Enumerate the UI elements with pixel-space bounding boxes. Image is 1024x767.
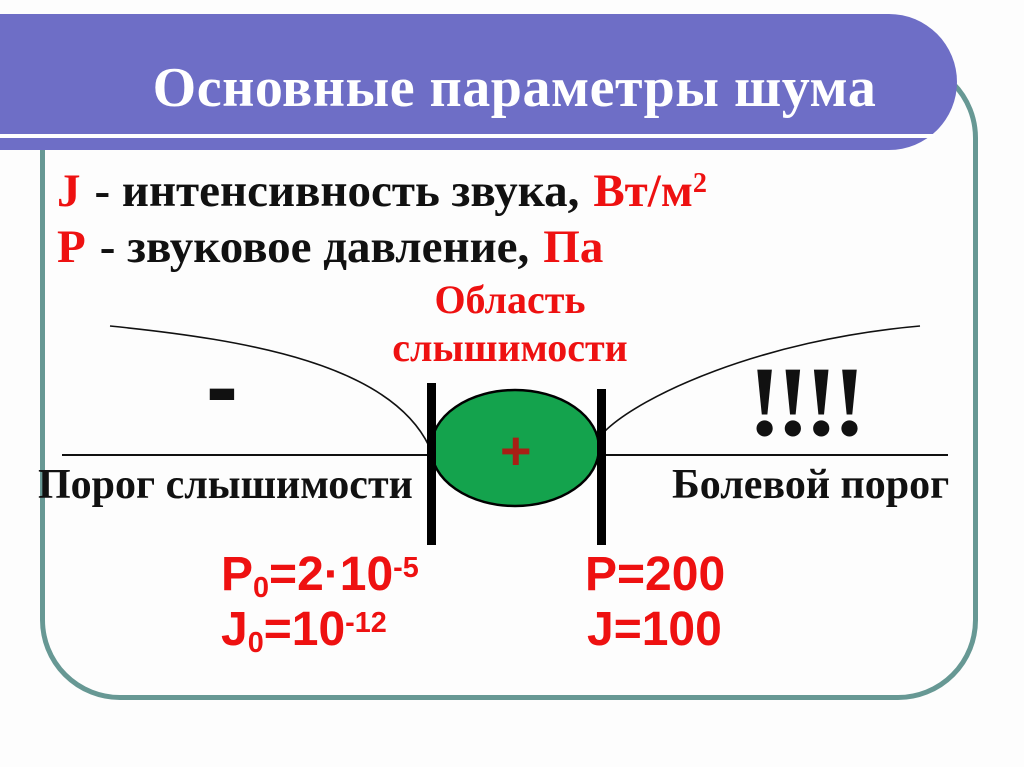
unit-pa: Па (543, 221, 604, 273)
audibility-region-label-line1: Область (434, 277, 586, 322)
unit-wt-m2-exponent: 2 (692, 167, 707, 199)
definition-pressure-text: - звуковое давление, (99, 221, 530, 273)
symbol-p: P (57, 221, 86, 273)
hearing-curve-right (603, 325, 921, 433)
formula-p0: P0=2·10-5 (221, 551, 419, 603)
definition-pressure: P- звуковое давление, Па (57, 224, 603, 271)
formula-j0-subscript: 0 (247, 627, 264, 660)
exclamation-marks: !!!! (748, 346, 866, 457)
definition-intensity: J- интенсивность звука, Вт/м2 (57, 168, 707, 215)
formula-p0-base: P (221, 548, 254, 601)
threshold-bar-right (597, 389, 606, 545)
formula-j-max: J=100 (587, 603, 722, 656)
plus-sign: + (500, 421, 532, 481)
pain-threshold-label: Болевой порог (672, 462, 950, 508)
audibility-region-label: Область слышимости (335, 276, 685, 372)
formula-p-max: P=200 (585, 548, 726, 601)
title-banner: Основные параметры шума (0, 14, 957, 150)
audibility-region-label-line2: слышимости (392, 325, 628, 370)
threshold-bar-left (427, 383, 436, 545)
formula-p0-exponent: -5 (393, 552, 419, 585)
definition-intensity-text: - интенсивность звука, (94, 165, 580, 217)
hearing-curve-left (109, 325, 430, 447)
symbol-j: J (57, 165, 81, 217)
formula-j0-value: =10 (263, 603, 346, 656)
unit-wt-m2: Вт/м (593, 165, 693, 217)
minus-sign: - (206, 333, 238, 440)
formula-j0-base: J (221, 603, 248, 656)
formula-j0-exponent: -12 (345, 607, 387, 640)
formula-j0: J0=10-12 (221, 606, 387, 658)
page-title: Основные параметры шума (152, 57, 877, 119)
formula-p0-subscript: 0 (253, 572, 270, 605)
hearing-threshold-label: Порог слышимости (38, 462, 413, 508)
formula-p0-value: =2·10 (269, 548, 394, 601)
banner-divider-line (0, 134, 935, 138)
